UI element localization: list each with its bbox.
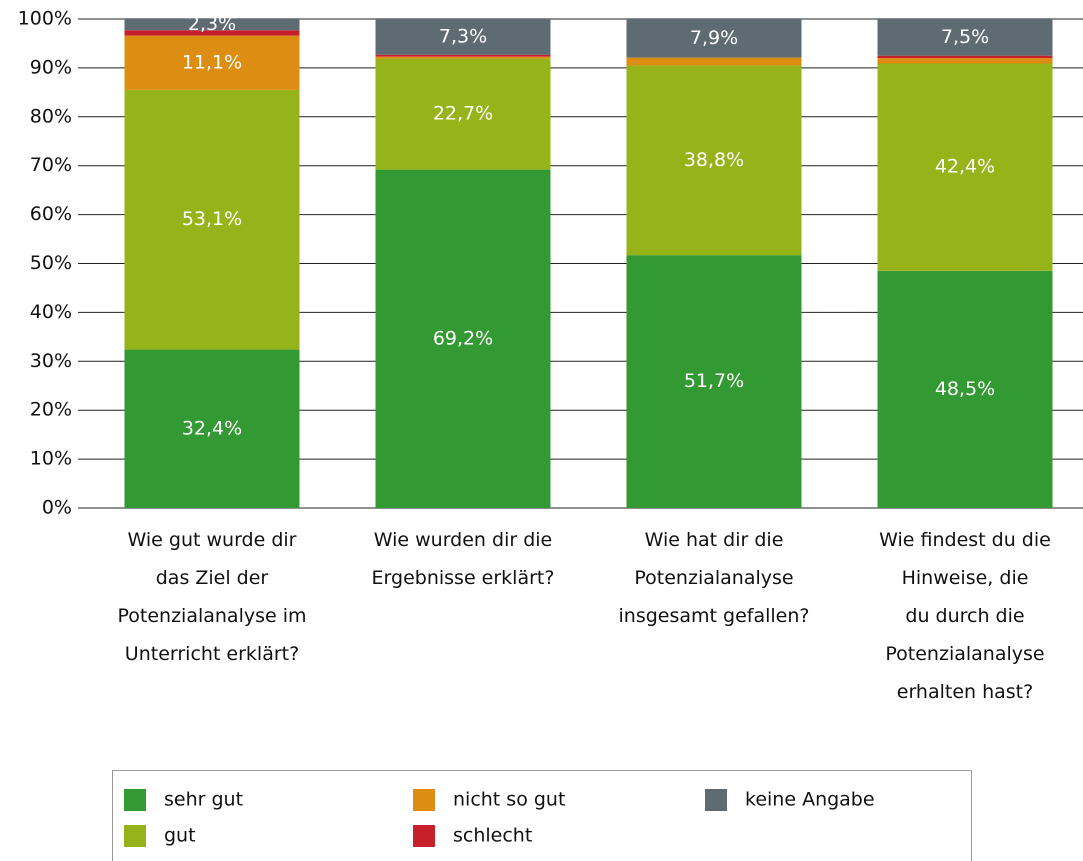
data-label: 7,3%	[439, 25, 487, 47]
legend-swatch	[124, 825, 146, 847]
y-tick-label: 90%	[30, 56, 72, 78]
bar-segment	[124, 30, 300, 36]
data-label: 22,7%	[433, 103, 493, 125]
data-label: 53,1%	[182, 208, 242, 230]
y-tick-label: 100%	[18, 8, 72, 30]
bar-segment	[375, 19, 551, 55]
bar-segment	[626, 57, 802, 66]
legend-box	[112, 770, 972, 861]
bar-segment	[877, 58, 1053, 64]
bar-segment	[626, 255, 802, 508]
x-tick-label: Wie wurden dir die Ergebnisse erklärt?	[371, 529, 555, 589]
y-tick-label: 10%	[30, 448, 72, 470]
bar-segment	[877, 63, 1053, 271]
bar-segment	[124, 19, 300, 31]
bar-segment	[375, 54, 551, 57]
bar-segment	[375, 58, 551, 170]
data-label: 2,3%	[188, 13, 236, 35]
y-tick-label: 70%	[30, 154, 72, 176]
bar-segment	[124, 35, 300, 90]
legend-swatch	[413, 789, 435, 811]
bar-segment	[877, 270, 1053, 508]
y-tick-label: 40%	[30, 301, 72, 323]
legend-label: keine Angabe	[745, 789, 875, 811]
legend-swatch	[413, 825, 435, 847]
bar-segment	[877, 19, 1053, 56]
bar-segment	[124, 89, 300, 350]
legend-label: gut	[164, 825, 196, 847]
bar-segment	[877, 55, 1053, 59]
data-label: 51,7%	[684, 370, 744, 392]
x-tick-label: Wie gut wurde dir das Ziel der Potenzial…	[117, 529, 307, 665]
y-tick-label: 0%	[42, 497, 72, 519]
bar-segment	[375, 56, 551, 59]
data-label: 69,2%	[433, 327, 493, 349]
x-tick-label: Wie hat dir die Potenzialanalyse insgesa…	[618, 529, 810, 627]
y-tick-label: 30%	[30, 350, 72, 372]
x-tick-label: Wie findest du die Hinweise, die du durc…	[879, 529, 1051, 703]
y-tick-label: 20%	[30, 399, 72, 421]
legend-label: nicht so gut	[453, 789, 565, 811]
data-label: 11,1%	[182, 51, 242, 73]
legend-label: sehr gut	[164, 789, 243, 811]
data-label: 48,5%	[935, 378, 995, 400]
data-label: 38,8%	[684, 149, 744, 171]
bar-segment	[626, 65, 802, 256]
data-label: 42,4%	[935, 156, 995, 178]
legend-swatch	[124, 789, 146, 811]
y-tick-label: 80%	[30, 105, 72, 127]
y-tick-label: 60%	[30, 203, 72, 225]
data-label: 7,5%	[941, 26, 989, 48]
y-tick-label: 50%	[30, 252, 72, 274]
data-label: 32,4%	[182, 417, 242, 439]
bar-segment	[124, 349, 300, 508]
legend-label: schlecht	[453, 825, 532, 847]
data-label: 7,9%	[690, 27, 738, 49]
legend-swatch	[705, 789, 727, 811]
bar-segment	[375, 169, 551, 508]
bar-segment	[626, 19, 802, 58]
